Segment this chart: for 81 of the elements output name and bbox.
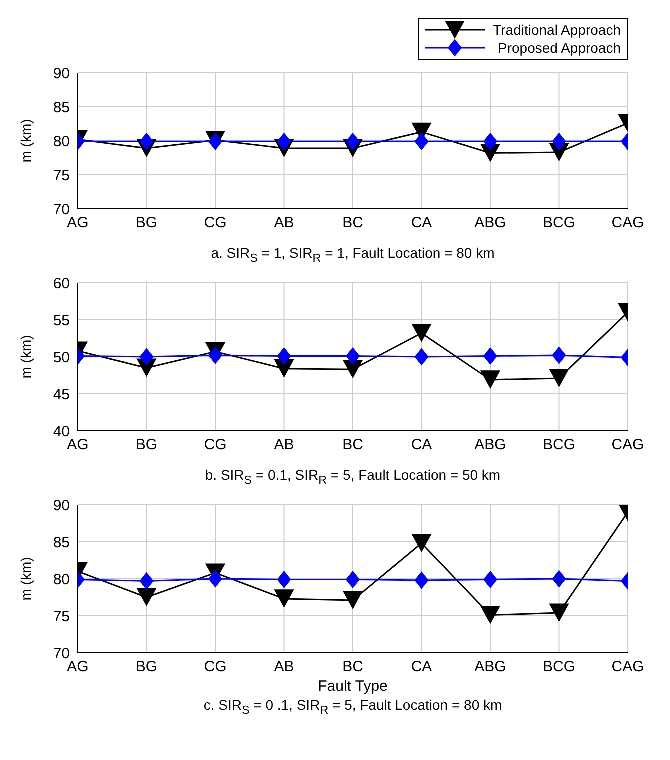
point [140,572,154,590]
x-tick-label: AB [274,658,294,676]
x-tick-label: CAG [612,214,644,232]
y-tick-label: 90 [53,65,70,82]
x-tick-label: BCG [542,436,576,454]
x-tick-label: CA [411,658,432,676]
legend-label: Traditional Approach [493,22,621,38]
text: a. SIR$_{S}$ = 1, SIR$_{R}$ = 1, Fault Location = 80 km [210,245,496,265]
point [140,133,154,150]
y-tick-label: 50 [53,349,70,366]
y-tick-label: 45 [53,386,70,404]
x-tick-label: BG [136,214,158,232]
x-tick-label: BC [342,436,364,454]
x-tick-label: ABG [474,436,506,454]
point [550,603,569,622]
point [414,348,429,366]
point [550,368,569,387]
point [480,606,500,624]
point [208,570,222,588]
point [414,133,429,150]
x-tick-label: CG [204,658,227,676]
point [484,133,498,150]
y-tick-label: 80 [53,133,70,150]
y-axis-title: m (km) [18,556,34,600]
point [277,348,292,365]
x-tick-label: AG [67,436,89,454]
y-tick-label: 85 [53,99,70,116]
point [346,348,360,365]
y-tick-label: 90 [53,496,70,514]
point [552,133,566,150]
y-axis-title: m (km) [18,119,34,163]
point [277,133,292,150]
y-tick-label: 75 [53,608,70,625]
x-tick-label: CA [411,436,432,454]
x-tick-label: CA [411,214,432,232]
x-tick-label: BC [342,214,364,232]
y-tick-label: 85 [53,534,70,551]
point [208,133,222,150]
y-tick-label: 60 [53,275,70,292]
point [412,534,432,552]
point [414,572,429,589]
x-tick-label: CAG [612,658,644,676]
point [480,370,500,388]
point [274,589,294,608]
text: b. SIR$_{S}$ = 0.1, SIR$_{R}$ = 5, Fault Location = 50 km [204,466,502,487]
y-tick-label: 55 [53,312,70,330]
point [346,570,360,588]
text: c. SIR$_{S}$ = 0 .1, SIR$_{R}$ = 5, Fault Location = 80 km [202,696,504,716]
point [277,570,292,588]
point [484,570,498,588]
x-tick-label: AB [274,214,294,232]
y-axis-title: m (km) [18,335,34,379]
point [484,348,498,365]
x-tick-label: CG [204,214,227,232]
point [346,133,360,150]
y-tick-label: 70 [53,644,70,662]
x-tick-label: AG [67,658,89,676]
point [552,346,566,364]
x-tick-label: BG [136,658,158,676]
x-tick-label: AB [274,436,294,454]
y-tick-label: 70 [53,201,70,218]
point [140,348,154,366]
x-tick-label: CG [204,436,227,454]
x-tick-label: CAG [612,436,644,454]
legend-label: Proposed Approach [497,40,621,56]
y-tick-label: 80 [53,570,70,588]
point [208,346,222,364]
point [343,590,363,609]
y-tick-label: 40 [53,423,70,440]
x-tick-label: BCG [542,658,576,676]
point [552,570,566,588]
x-tick-label: AG [67,214,89,232]
x-axis-title: Fault Type [317,676,389,697]
x-tick-label: ABG [474,658,506,676]
x-tick-label: BC [342,658,364,676]
point [412,324,432,342]
x-tick-label: BCG [542,214,576,232]
x-tick-label: ABG [474,214,506,232]
x-tick-label: BG [136,436,158,454]
point [137,588,156,606]
y-tick-label: 75 [53,167,70,184]
